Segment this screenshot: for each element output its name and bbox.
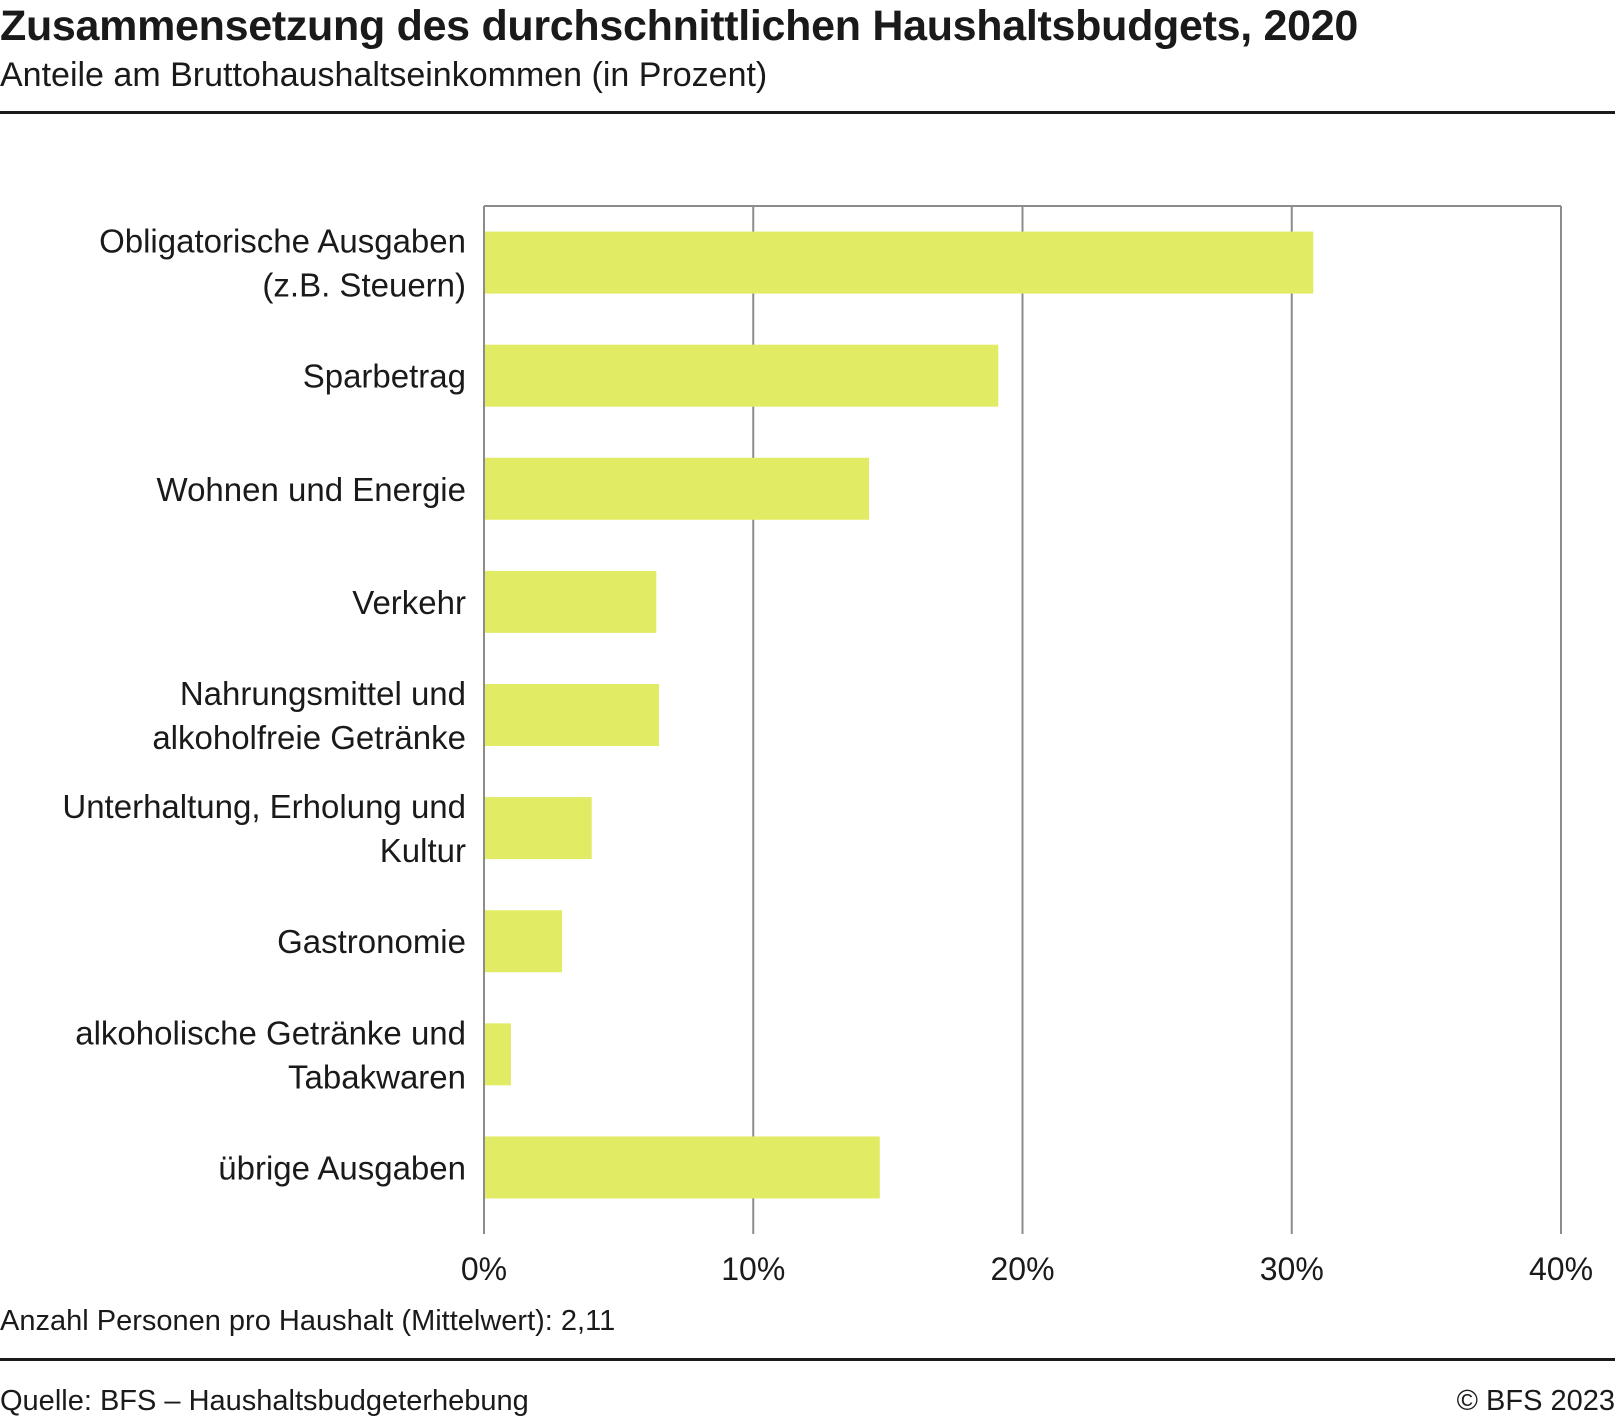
category-label: Kultur — [380, 832, 466, 869]
bar — [485, 231, 1314, 294]
bar — [485, 1023, 511, 1086]
chart-subtitle: Anteile am Bruttohaushaltseinkommen (in … — [0, 56, 768, 94]
category-label: Tabakwaren — [288, 1058, 466, 1095]
footer-divider — [0, 1358, 1615, 1361]
category-label: Verkehr — [352, 584, 466, 621]
x-tick-label: 30% — [1260, 1251, 1324, 1287]
chart-title: Zusammensetzung des durchschnittlichen H… — [0, 2, 1359, 50]
category-label: übrige Ausgaben — [218, 1149, 466, 1186]
category-label: alkoholische Getränke und — [75, 1014, 466, 1051]
bar — [485, 344, 999, 407]
x-tick-label: 20% — [990, 1251, 1054, 1287]
x-tick-label: 40% — [1529, 1251, 1593, 1287]
x-tick-label: 10% — [721, 1251, 785, 1287]
category-label: Gastronomie — [277, 923, 466, 960]
category-label: Wohnen und Energie — [157, 471, 466, 508]
bar — [485, 910, 563, 973]
bar — [485, 570, 657, 633]
bar — [485, 1136, 880, 1199]
bar — [485, 457, 870, 520]
header-divider — [0, 111, 1615, 114]
source-text: Quelle: BFS – Haushaltsbudgeterhebung — [0, 1385, 529, 1417]
bar — [485, 797, 592, 860]
bar-chart: 0% 10% 20% 30% 40% Obligatorische Ausgaben (z.… — [62, 205, 1593, 1287]
category-label: Obligatorische Ausgaben — [99, 223, 466, 260]
chart-note: Anzahl Personen pro Haushalt (Mittelwert… — [0, 1305, 616, 1337]
x-tick-label: 0% — [461, 1251, 507, 1287]
copyright-text: © BFS 2023 — [1456, 1385, 1615, 1417]
category-label: Sparbetrag — [303, 358, 466, 395]
category-label: (z.B. Steuern) — [262, 267, 466, 304]
category-label: alkoholfreie Getränke — [152, 719, 466, 756]
bar — [485, 684, 660, 746]
category-label: Unterhaltung, Erholung und — [62, 788, 466, 825]
category-label: Nahrungsmittel und — [180, 675, 466, 712]
